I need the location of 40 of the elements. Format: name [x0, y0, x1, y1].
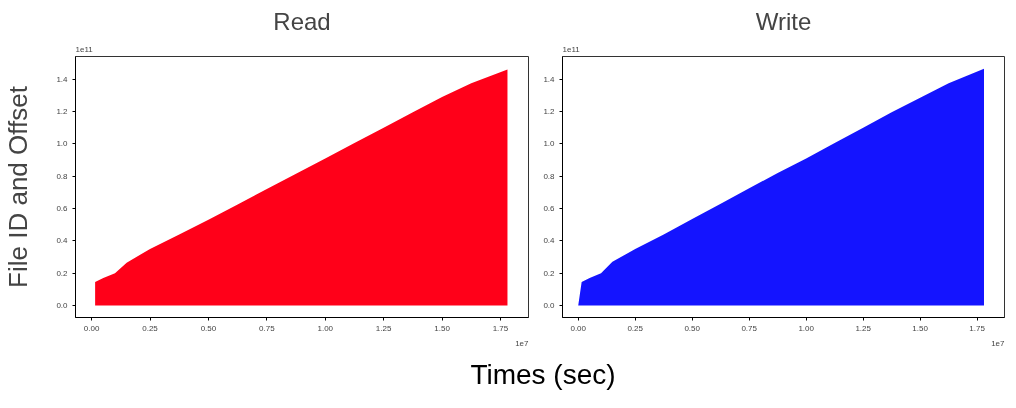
x-axis-title: Times (sec) [470, 358, 616, 392]
x-tick-label: 1.75 [492, 323, 509, 333]
x-tick-label: 0.25 [627, 323, 644, 333]
y-tick-label: 1.4 [56, 74, 69, 84]
chart-title: Read [273, 7, 331, 35]
text: 1e11 [562, 44, 581, 54]
y-tick-label: 0.2 [56, 268, 69, 278]
y-tick-label: 0.0 [56, 301, 69, 311]
y-tick-label: 1.0 [543, 139, 556, 149]
y-tick-label: 0.8 [543, 171, 556, 181]
y-tick-label: 0.2 [543, 268, 556, 278]
x-tick-label: 0.00 [83, 323, 100, 333]
x-tick-label: 1.00 [317, 323, 334, 333]
x-tick-label: 0.25 [142, 323, 159, 333]
x-tick-label: 1.25 [855, 323, 872, 333]
text: 1e7 [991, 338, 1006, 348]
x-tick-label: 1.50 [434, 323, 451, 333]
x-tick-label: 0.75 [259, 323, 276, 333]
x-tick-label: 0.00 [570, 323, 587, 333]
y-tick-label: 1.2 [56, 106, 69, 116]
y-tick-label: 1.4 [543, 74, 556, 84]
x-tick-label: 0.75 [741, 323, 758, 333]
chart-title: Write [755, 7, 812, 35]
y-tick-label: 0.0 [543, 301, 556, 311]
y-tick-label: 1.0 [56, 139, 69, 149]
text: 1e11 [75, 44, 94, 54]
x-tick-label: 1.75 [969, 323, 986, 333]
x-tick-label: 1.00 [798, 323, 815, 333]
y-tick-label: 0.8 [56, 171, 69, 181]
y-axis-title: File ID and Offset [3, 85, 34, 288]
y-tick-label: 0.6 [543, 204, 556, 214]
y-tick-label: 1.2 [543, 106, 556, 116]
x-tick-label: 0.50 [684, 323, 701, 333]
x-tick-label: 0.50 [200, 323, 217, 333]
text: 1e7 [515, 338, 530, 348]
y-tick-label: 0.4 [56, 236, 69, 246]
y-tick-label: 0.4 [543, 236, 556, 246]
x-tick-label: 1.50 [912, 323, 929, 333]
y-tick-label: 0.6 [56, 204, 69, 214]
x-tick-label: 1.25 [375, 323, 392, 333]
